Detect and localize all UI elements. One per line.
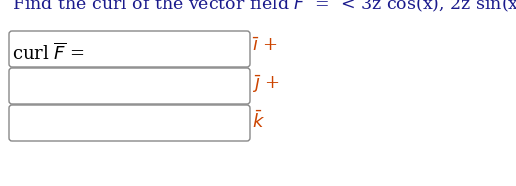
Text: $\bar{\imath}$ +: $\bar{\imath}$ + bbox=[252, 37, 278, 55]
Text: $\bar{k}$: $\bar{k}$ bbox=[252, 110, 265, 132]
Text: Find the curl of the vector field $\overline{F}$  =  < 3z cos(x), 2z sin(x), 5z : Find the curl of the vector field $\over… bbox=[12, 0, 516, 14]
Text: curl $\overline{F}$ =: curl $\overline{F}$ = bbox=[12, 43, 85, 64]
FancyBboxPatch shape bbox=[9, 68, 250, 104]
FancyBboxPatch shape bbox=[9, 105, 250, 141]
Text: $\bar{\jmath}$ +: $\bar{\jmath}$ + bbox=[252, 73, 280, 95]
FancyBboxPatch shape bbox=[9, 31, 250, 67]
